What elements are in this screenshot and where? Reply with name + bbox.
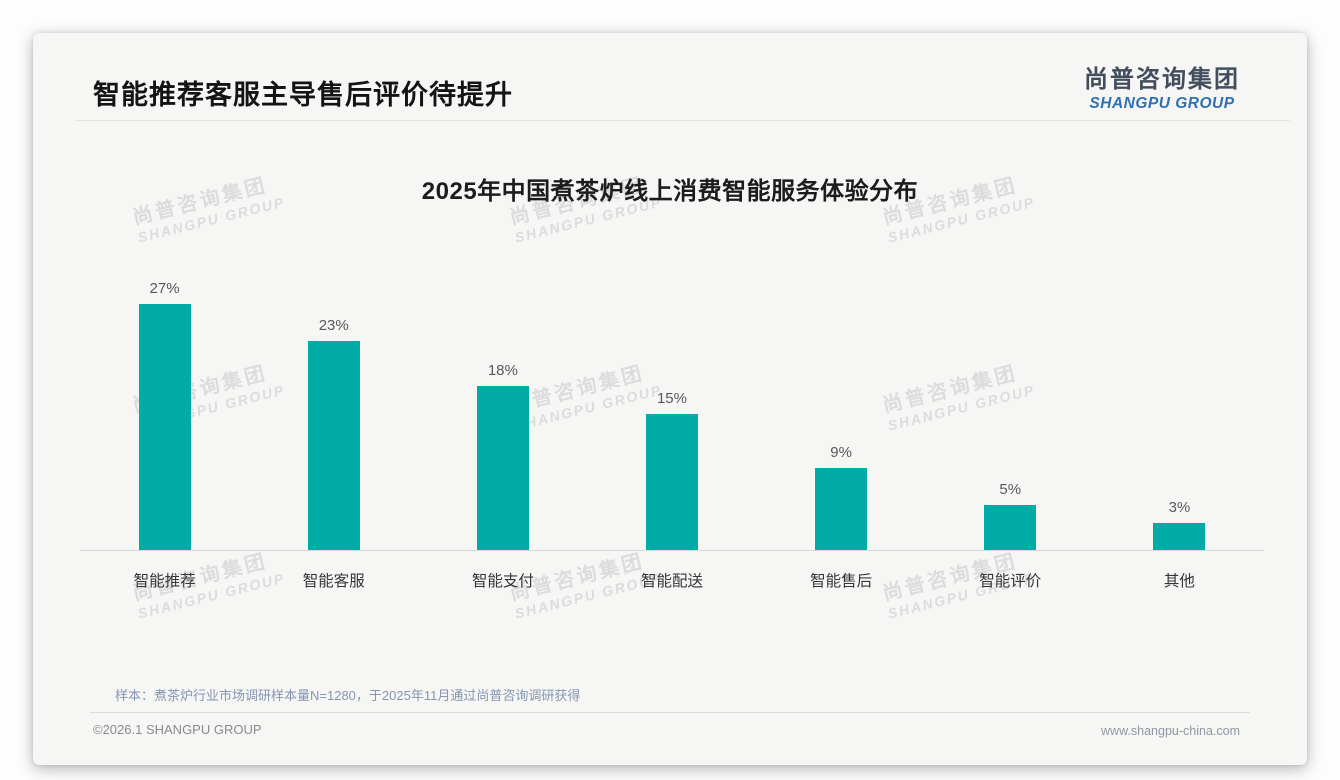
company-logo: 尚普咨询集团 SHANGPU GROUP — [1084, 59, 1240, 113]
footer-website: www.shangpu-china.com — [1101, 724, 1240, 738]
bar — [138, 304, 191, 550]
bar-category-label: 智能售后 — [810, 573, 873, 590]
bar-value-label: 15% — [656, 389, 687, 407]
bar — [645, 413, 698, 550]
bar-value-label: 5% — [999, 480, 1022, 498]
bar-category-label: 智能评价 — [979, 573, 1042, 590]
logo-chinese-text: 尚普咨询集团 — [1084, 66, 1240, 93]
bar-value-label: 9% — [830, 444, 852, 462]
bar-column: 3% — [1095, 499, 1264, 550]
bar-column: 27% — [80, 280, 249, 550]
header-divider — [75, 120, 1290, 121]
bar — [476, 386, 529, 550]
bar-column: 23% — [249, 317, 418, 550]
chart-title: 2025年中国煮茶炉线上消费智能服务体验分布 — [421, 178, 919, 205]
bar-chart-category-axis: 智能推荐 智能客服 智能支付 智能配送 智能售后 智能评价 其他 — [80, 569, 1264, 591]
bar — [984, 504, 1037, 550]
logo-english-text: SHANGPU GROUP — [1089, 95, 1235, 112]
bar-value-label: 18% — [487, 362, 518, 380]
bar-column: 15% — [587, 389, 756, 550]
footer-copyright: ©2026.1 SHANGPU GROUP — [93, 722, 262, 737]
bar — [815, 468, 868, 550]
bar-chart-plot-area: 27% 23% 18% 15% 9% 5% 3% — [80, 191, 1264, 551]
bar-value-label: 27% — [149, 280, 180, 298]
bar-category-label: 智能支付 — [471, 573, 534, 590]
slide-card: 智能推荐客服主导售后评价待提升 尚普咨询集团 SHANGPU GROUP 尚普咨… — [33, 33, 1307, 765]
bar-column: 18% — [418, 362, 587, 550]
bar-value-label: 3% — [1168, 498, 1191, 516]
bar-value-label: 23% — [318, 316, 349, 334]
bar-category-label: 智能客服 — [302, 573, 365, 590]
bar-category-label: 智能推荐 — [133, 573, 196, 590]
bar-category-label: 其他 — [1163, 573, 1195, 590]
page-title: 智能推荐客服主导售后评价待提升 — [93, 80, 513, 110]
bar-column: 9% — [757, 444, 926, 550]
footer-divider — [90, 712, 1250, 713]
bar-column: 5% — [926, 480, 1095, 550]
bar-category-label: 智能配送 — [640, 573, 703, 590]
bar — [307, 340, 360, 550]
bar — [1153, 522, 1206, 550]
sample-note: 样本：煮茶炉行业市场调研样本量N=1280，于2025年11月通过尚普咨询调研获… — [115, 688, 581, 703]
